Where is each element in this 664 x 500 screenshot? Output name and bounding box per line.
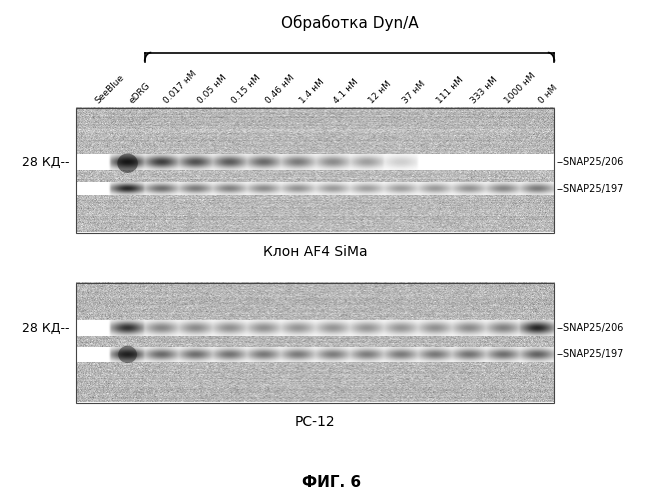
Text: 0.46 нМ: 0.46 нМ: [264, 72, 296, 105]
Text: 333 нМ: 333 нМ: [469, 74, 499, 105]
Text: 1.4 нМ: 1.4 нМ: [298, 77, 327, 105]
Ellipse shape: [118, 346, 137, 363]
Text: 4.1 нМ: 4.1 нМ: [333, 77, 361, 105]
Text: Обработка Dyn/A: Обработка Dyn/A: [281, 14, 418, 30]
Text: --SNAP25/206: --SNAP25/206: [556, 158, 623, 168]
Text: 0.05 нМ: 0.05 нМ: [196, 72, 228, 105]
Text: 28 КД--: 28 КД--: [22, 322, 70, 334]
Text: 1000 нМ: 1000 нМ: [503, 70, 538, 105]
Text: 111 нМ: 111 нМ: [435, 74, 465, 105]
Text: ФИГ. 6: ФИГ. 6: [302, 475, 362, 490]
Text: --SNAP25/197: --SNAP25/197: [556, 350, 623, 360]
Text: 0 нМ: 0 нМ: [537, 83, 560, 105]
Text: 0.017 нМ: 0.017 нМ: [162, 68, 198, 105]
Text: 28 КД--: 28 КД--: [22, 156, 70, 169]
Text: --SNAP25/206: --SNAP25/206: [556, 323, 623, 333]
Text: SeeBlue: SeeBlue: [94, 72, 126, 105]
Text: РС-12: РС-12: [295, 415, 336, 429]
Text: 0.15 нМ: 0.15 нМ: [230, 72, 262, 105]
Bar: [76, 108, 554, 232]
Text: Клон AF4 SiMa: Клон AF4 SiMa: [263, 245, 368, 259]
Ellipse shape: [118, 154, 138, 173]
Bar: [76, 282, 554, 403]
Text: --SNAP25/197: --SNAP25/197: [556, 184, 623, 194]
Text: eDRG: eDRG: [127, 80, 152, 105]
Text: 37 нМ: 37 нМ: [401, 78, 427, 105]
Text: 12 нМ: 12 нМ: [367, 79, 393, 105]
